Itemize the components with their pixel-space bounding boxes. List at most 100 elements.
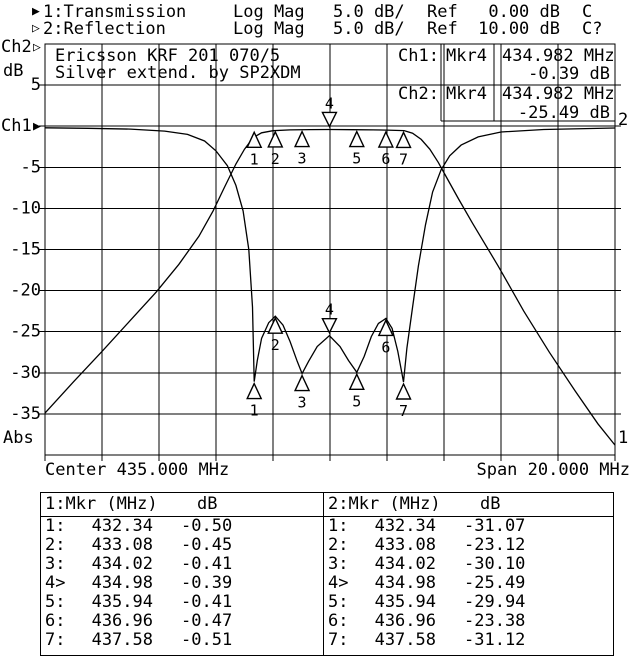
marker-number-cell: 7: (45, 630, 66, 650)
ch1-readout-value: -0.39 dB (528, 64, 610, 84)
marker-value-cell: -0.47 (181, 611, 233, 631)
marker-5: 5 (348, 372, 365, 410)
trace1-scale: 5.0 dB/ (333, 2, 405, 22)
marker-frequency-cell: 434.98 (374, 573, 436, 593)
marker-number: 2 (271, 150, 280, 168)
marker-value-cell: -0.41 (181, 592, 233, 612)
marker-3: 3 (293, 373, 311, 412)
marker-number: 7 (399, 402, 408, 420)
marker-value-cell: -30.10 (464, 554, 526, 574)
marker-number: 7 (399, 150, 408, 168)
marker-number-cell: 2: (328, 535, 349, 555)
marker-frequency-cell: 433.08 (374, 535, 436, 555)
span-label: Span 20.000 MHz (476, 460, 630, 480)
marker-table-row: 4> 434.98 -0.39 (41, 574, 323, 593)
ch1-table-title: 1:Mkr (MHz) (45, 494, 158, 514)
marker-number-cell: 4> (328, 573, 349, 593)
marker-value-cell: -31.07 (464, 516, 526, 536)
ch2-readout-value: -25.49 dB (518, 103, 610, 123)
marker-number: 5 (352, 392, 361, 410)
marker-table-row: 2: 433.08 -0.45 (41, 536, 323, 555)
marker-frequency-cell: 436.96 (91, 611, 153, 631)
marker-number: 3 (298, 394, 307, 412)
marker-number-cell: 4> (45, 573, 66, 593)
marker-icon (348, 129, 365, 148)
ch2-table-body: 1: 432.34 -31.07 2: 433.08 -23.12 3: 434.02 -30.… (324, 517, 613, 650)
trace1-ref-value: 0.00 dB (488, 2, 560, 22)
ch1-markers: 1 2 3 4 5 6 7 (246, 94, 412, 168)
trace2-label: 2:Reflection (43, 19, 166, 39)
marker-frequency-cell: 432.34 (374, 516, 436, 536)
marker-number: 2 (271, 336, 280, 354)
marker-number-cell: 3: (45, 554, 66, 574)
marker-1: 1 (246, 130, 263, 168)
marker-icon (377, 318, 394, 337)
marker-frequency-cell: 437.58 (374, 630, 436, 650)
y-tick-label: -15 (10, 240, 41, 260)
trace1-status-line: ▶ 1:Transmission Log Mag 5.0 dB/ Ref 0.0… (0, 3, 640, 21)
marker-frequency-cell: 434.98 (91, 573, 153, 593)
marker-number: 6 (381, 150, 390, 168)
marker-table-row: 5: 435.94 -29.94 (324, 593, 613, 612)
trace2-cal-status: C? (582, 19, 603, 39)
ch1-readout-frequency: 434.982 MHz (502, 46, 615, 66)
marker-3: 3 (293, 129, 311, 168)
ch1-readout-channel: Ch1: (398, 46, 439, 66)
marker-number: 6 (381, 338, 390, 356)
marker-frequency-cell: 433.08 (91, 535, 153, 555)
marker-6: 6 (377, 130, 394, 168)
marker-5: 5 (348, 129, 365, 168)
marker-frequency-cell: 432.34 (91, 516, 153, 536)
marker-2: 2 (267, 130, 284, 168)
ch1-ref-pointer-icon: ▶ (33, 119, 41, 134)
marker-table-row: 7: 437.58 -0.51 (41, 631, 323, 650)
abs-label: Abs (3, 428, 34, 448)
marker-7: 7 (395, 130, 412, 168)
transmission-trace (44, 128, 616, 446)
marker-frequency-cell: 436.96 (374, 611, 436, 631)
marker-number-cell: 6: (328, 611, 349, 631)
marker-7: 7 (395, 382, 412, 420)
marker-number-cell: 7: (328, 630, 349, 650)
ch1-readout-marker: Mkr4 (446, 46, 487, 66)
marker-table-row: 1: 432.34 -31.07 (324, 517, 613, 536)
marker-number: 4 (325, 94, 334, 112)
marker-number: 1 (250, 402, 259, 420)
y-tick-label: -5 (21, 157, 41, 177)
marker-table-row: 1: 432.34 -0.50 (41, 517, 323, 536)
trace2-ref-value: 10.00 dB (478, 19, 560, 39)
marker-2: 2 (267, 316, 284, 354)
y-tick-label: -10 (10, 198, 41, 218)
marker-table-row: 6: 436.96 -0.47 (41, 612, 323, 631)
marker-number-cell: 5: (45, 592, 66, 612)
y-tick-label: -20 (10, 281, 41, 301)
ch2-table-header: 2:Mkr (MHz) dB (324, 493, 613, 517)
active-marker-icon (321, 111, 338, 128)
ch2-readout-frequency: 434.982 MHz (502, 84, 615, 104)
marker-1: 1 (246, 381, 263, 420)
trace1-active-marker-icon: ▶ (32, 4, 40, 19)
y-tick-label: -30 (10, 363, 41, 383)
marker-frequency-cell: 435.94 (91, 592, 153, 612)
marker-value-cell: -23.38 (464, 611, 526, 631)
trace2-format: Log Mag (233, 19, 305, 39)
y-tick-labels: 5 -5 -10 -15 -20 -25 -30 -35 (10, 75, 41, 424)
marker-icon (246, 130, 263, 149)
marker-6: 6 (377, 318, 394, 356)
marker-icon (348, 372, 365, 390)
marker-frequency-cell: 437.58 (91, 630, 153, 650)
y-tick-label: -25 (10, 322, 41, 342)
marker-number: 4 (325, 301, 334, 319)
marker-tables: 1:Mkr (MHz) dB 1: 432.34 -0.50 2: 433.08 -0.4… (40, 492, 614, 656)
marker-value-cell: -29.94 (464, 592, 526, 612)
marker-table-row: 3: 434.02 -0.41 (41, 555, 323, 574)
marker-icon (395, 382, 412, 400)
ch2-marker-table: 2:Mkr (MHz) dB 1: 432.34 -31.07 2: 433.08 -23… (324, 493, 613, 655)
marker-number-cell: 1: (328, 516, 349, 536)
trace2-ref-label: Ref (427, 19, 458, 39)
marker-number-cell: 1: (45, 516, 66, 536)
marker-number: 3 (298, 150, 307, 168)
active-marker-icon (321, 318, 338, 335)
trace1-ref-label: Ref (427, 2, 458, 22)
